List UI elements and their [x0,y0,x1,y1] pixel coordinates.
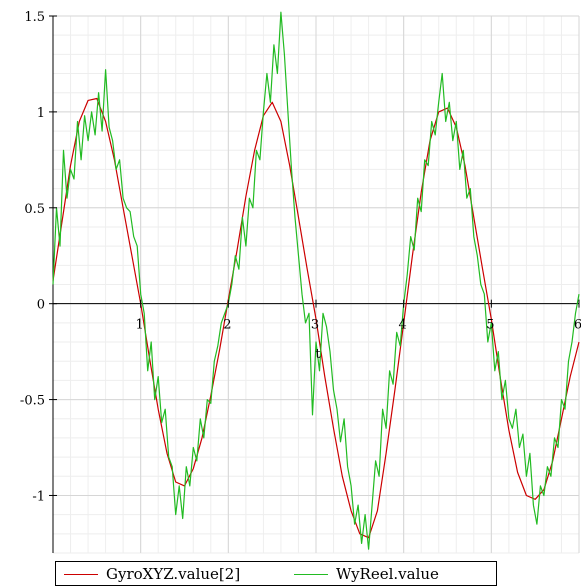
legend-label-gyro: GyroXYZ.value[2] [106,565,241,583]
legend-item-wyreel: WyReel.value [294,565,439,583]
x-tick-label: 2 [223,318,231,333]
legend-swatch-wyreel [294,573,328,575]
y-tick-label: -1 [32,489,45,504]
legend-label-wyreel: WyReel.value [336,565,439,583]
legend-item-gyro: GyroXYZ.value[2] [64,565,240,583]
y-tick-label: 1.5 [24,10,45,25]
y-tick-label: -0.5 [20,394,45,409]
series-line-1 [52,11,580,550]
legend-swatch-gyro [64,573,98,575]
y-tick-label: 1 [37,106,45,121]
x-tick-label: 4 [399,318,407,333]
x-axis-label: t [315,347,321,362]
y-tick-label: 0.5 [24,202,45,217]
ticks: 1 2 3 4 5 6 -1 -0.5 0 0.5 1 1.5 [20,10,581,504]
x-tick-label: 5 [486,318,494,333]
x-tick-label: 1 [136,318,144,333]
legend: GyroXYZ.value[2] WyReel.value [55,561,497,586]
x-tick-label: 6 [574,318,581,333]
line-chart: 1 2 3 4 5 6 -1 -0.5 0 0.5 1 1.5 t [20,10,581,554]
x-tick-label: 3 [311,318,319,333]
y-tick-label: 0 [37,298,45,313]
